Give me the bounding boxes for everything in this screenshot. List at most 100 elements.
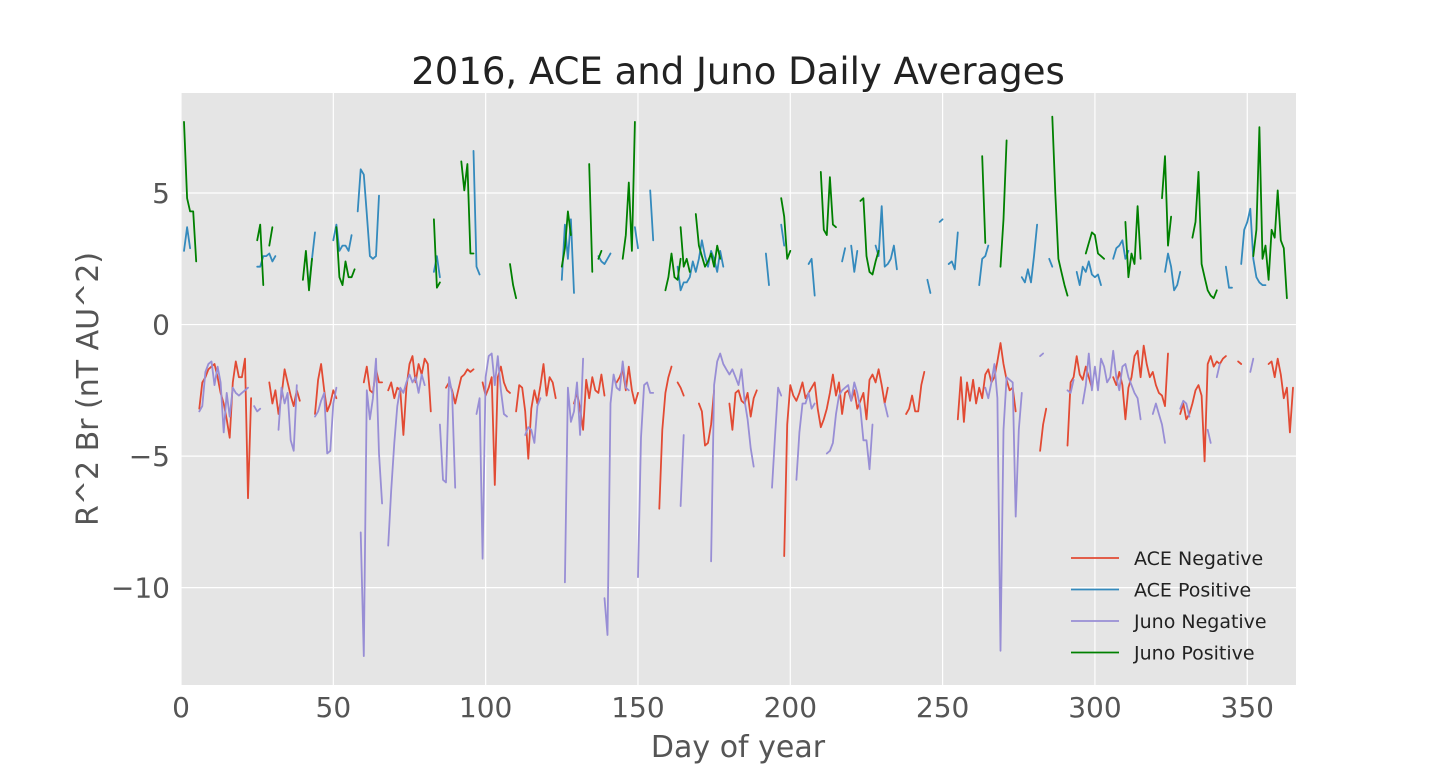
series-line-segment xyxy=(710,352,755,563)
series-line-segment xyxy=(978,244,990,287)
series-line-segment xyxy=(1124,205,1142,279)
series-line-segment xyxy=(795,391,816,481)
series-line-segment xyxy=(1237,360,1243,365)
series-line-segment xyxy=(1051,115,1069,297)
series-line-segment xyxy=(432,218,441,289)
y-tick-label: 5 xyxy=(152,177,170,210)
series-line-segment xyxy=(524,397,542,444)
series-line-segment xyxy=(981,155,987,244)
series-line-segment xyxy=(874,205,898,271)
series-line-segment xyxy=(615,365,639,405)
x-tick-label: 50 xyxy=(316,691,352,724)
legend-label: ACE Positive xyxy=(1134,580,1251,602)
x-axis-ticks: 0 50 100 150 200 250 300 350 xyxy=(172,691,1274,724)
series-line-segment xyxy=(268,226,274,247)
series-line-segment xyxy=(1161,155,1172,247)
series-line-segment xyxy=(256,252,277,268)
series-line-segment xyxy=(301,249,313,292)
series-line-segment xyxy=(1112,344,1169,421)
plot-area xyxy=(181,93,1296,685)
series-line-segment xyxy=(387,355,432,436)
series-line-segment xyxy=(1081,349,1142,421)
series-line-segment xyxy=(1191,170,1218,300)
series-line-segment xyxy=(771,386,783,489)
series-line-segment xyxy=(560,210,572,268)
legend: ACE Negative ACE Positive Juno Negative Jun… xyxy=(1071,548,1267,665)
series-line-segment xyxy=(938,218,944,223)
series-line-segment xyxy=(694,213,722,268)
series-line-segment xyxy=(984,363,1023,652)
series-line-segment xyxy=(1252,126,1288,300)
series-line-segment xyxy=(780,197,792,260)
chart-title: 2016, ACE and Juno Daily Averages xyxy=(411,50,1065,93)
x-tick-label: 100 xyxy=(459,691,512,724)
series-line-segment xyxy=(859,197,880,276)
series-line-segment xyxy=(1112,239,1130,260)
series-line-segment xyxy=(841,247,846,263)
series-line-segment xyxy=(1151,402,1166,444)
series-line-segment xyxy=(634,226,639,250)
series-line-segment xyxy=(807,257,816,297)
y-axis-ticks: −10 −5 0 5 xyxy=(111,177,170,605)
series-line-segment xyxy=(947,231,959,271)
series-line-segment xyxy=(1249,357,1255,373)
series-line-segment xyxy=(780,223,786,247)
series-line-segment xyxy=(1240,207,1267,287)
x-tick-label: 0 xyxy=(172,691,190,724)
series-line-segment xyxy=(1179,355,1227,463)
legend-item: Juno Negative xyxy=(1071,611,1267,633)
legend-label: Juno Positive xyxy=(1133,643,1255,665)
series-line-segment xyxy=(926,278,932,294)
series-line-segment xyxy=(359,357,384,657)
series-line-segment xyxy=(597,252,612,265)
series-line-segment xyxy=(1215,363,1221,379)
series-line-segment xyxy=(819,170,837,237)
series-line-segment xyxy=(1225,265,1233,289)
series-line-segment xyxy=(905,370,926,415)
series-line-segment xyxy=(277,384,298,452)
series-line-segment xyxy=(658,365,673,510)
legend-label: Juno Negative xyxy=(1133,611,1267,633)
series-line-segment xyxy=(438,376,457,489)
series-line-segment xyxy=(1075,260,1102,287)
legend-item: Juno Positive xyxy=(1071,643,1255,665)
series-line-segment xyxy=(509,263,517,300)
series-line-segment xyxy=(698,389,715,447)
series-line-segment xyxy=(481,365,511,486)
series-line-segment xyxy=(253,405,262,413)
y-tick-label: 0 xyxy=(152,309,170,342)
series-line-segment xyxy=(649,189,655,242)
series-ace-negative xyxy=(198,342,1294,557)
series-line-segment xyxy=(335,226,356,287)
series-line-segment xyxy=(183,226,192,252)
series-line-segment xyxy=(432,255,441,279)
series-line-segment xyxy=(883,402,889,418)
y-tick-label: −10 xyxy=(111,572,170,605)
x-tick-label: 300 xyxy=(1068,691,1121,724)
series-line-segment xyxy=(621,121,636,260)
series-line-segment xyxy=(332,223,353,252)
series-line-segment xyxy=(515,363,557,460)
series-line-segment xyxy=(1039,352,1044,358)
series-line-segment xyxy=(460,160,475,255)
series-line-segment xyxy=(314,386,338,455)
series-line-segment xyxy=(825,381,874,471)
series-line-segment xyxy=(1048,257,1054,268)
series-line-segment xyxy=(765,252,770,287)
series-line-segment xyxy=(999,139,1008,268)
series-line-segment xyxy=(1066,378,1075,394)
series-line-segment xyxy=(1206,428,1212,444)
series-layer xyxy=(183,115,1294,657)
series-line-segment xyxy=(1267,357,1294,434)
series-line-segment xyxy=(564,357,584,584)
y-tick-label: −5 xyxy=(129,440,170,473)
series-line-segment xyxy=(356,168,380,260)
series-line-segment xyxy=(597,249,603,260)
series-line-segment xyxy=(268,368,301,415)
series-line-segment xyxy=(603,360,630,636)
x-tick-label: 200 xyxy=(764,691,817,724)
series-line-segment xyxy=(728,389,758,431)
series-line-segment xyxy=(783,368,889,557)
x-tick-label: 250 xyxy=(916,691,969,724)
series-line-segment xyxy=(676,381,685,397)
